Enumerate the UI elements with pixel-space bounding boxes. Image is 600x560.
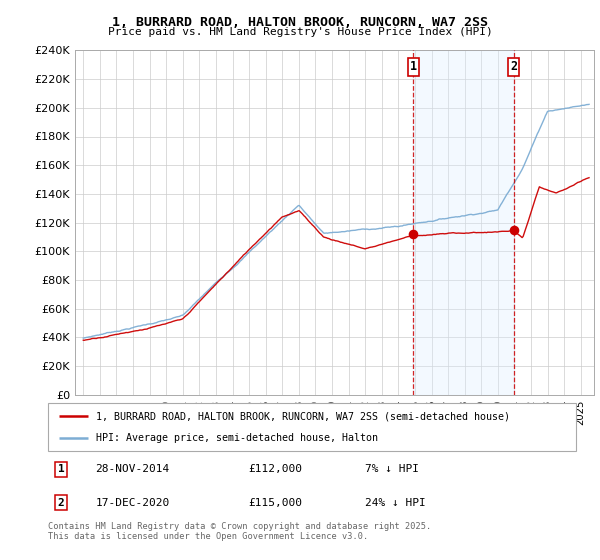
Text: £115,000: £115,000 — [248, 497, 302, 507]
Text: 1: 1 — [58, 464, 65, 474]
Text: 7% ↓ HPI: 7% ↓ HPI — [365, 464, 419, 474]
Text: HPI: Average price, semi-detached house, Halton: HPI: Average price, semi-detached house,… — [95, 433, 377, 443]
FancyBboxPatch shape — [48, 403, 576, 451]
Text: Price paid vs. HM Land Registry's House Price Index (HPI): Price paid vs. HM Land Registry's House … — [107, 27, 493, 37]
Bar — [413, 50, 514, 395]
Point — [409, 230, 418, 239]
Text: 2: 2 — [58, 497, 65, 507]
Text: 1: 1 — [410, 60, 417, 73]
Text: 17-DEC-2020: 17-DEC-2020 — [95, 497, 170, 507]
Text: 2: 2 — [510, 60, 517, 73]
Text: 28-NOV-2014: 28-NOV-2014 — [95, 464, 170, 474]
Text: 1, BURRARD ROAD, HALTON BROOK, RUNCORN, WA7 2SS: 1, BURRARD ROAD, HALTON BROOK, RUNCORN, … — [112, 16, 488, 29]
Text: 24% ↓ HPI: 24% ↓ HPI — [365, 497, 425, 507]
Point — [509, 225, 518, 234]
Text: £112,000: £112,000 — [248, 464, 302, 474]
Text: 1, BURRARD ROAD, HALTON BROOK, RUNCORN, WA7 2SS (semi-detached house): 1, BURRARD ROAD, HALTON BROOK, RUNCORN, … — [95, 411, 509, 421]
Text: Contains HM Land Registry data © Crown copyright and database right 2025.
This d: Contains HM Land Registry data © Crown c… — [48, 522, 431, 542]
